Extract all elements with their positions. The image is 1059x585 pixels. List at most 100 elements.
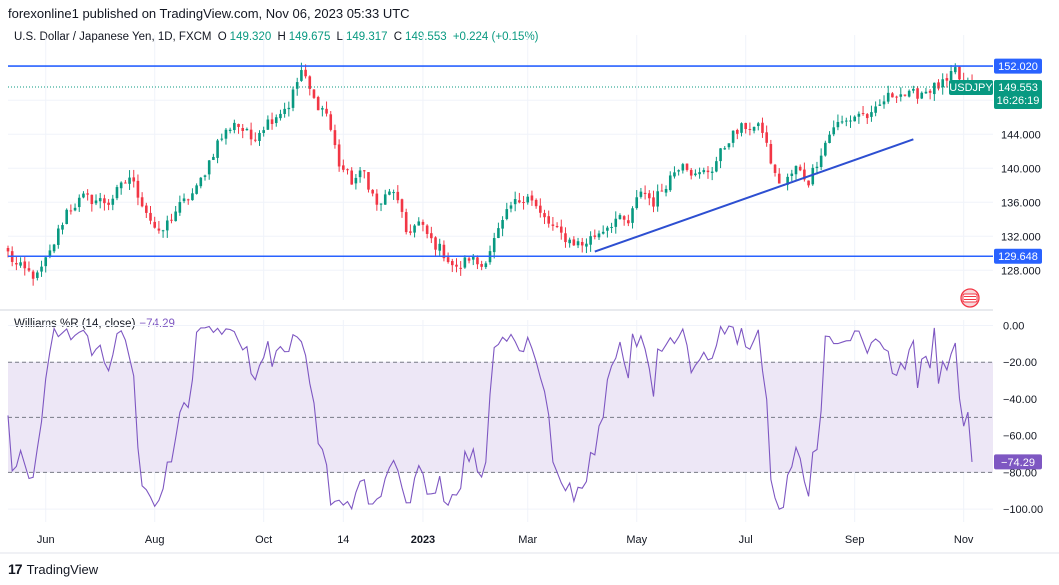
- candle-body: [409, 231, 412, 233]
- candle-body: [237, 123, 240, 127]
- candle-body: [895, 96, 898, 98]
- candle-body: [744, 122, 748, 130]
- candle-body: [212, 156, 215, 160]
- price-axis[interactable]: 128.000132.000136.000140.000144.000148.0…: [1001, 95, 1041, 277]
- candle-body: [786, 176, 789, 185]
- candle-body: [941, 79, 945, 88]
- candle-body: [61, 225, 64, 230]
- candle-body: [86, 193, 89, 195]
- candle-body: [547, 216, 551, 224]
- price-tick-label: 132.000: [1001, 231, 1041, 243]
- candle-body: [497, 228, 500, 239]
- candle-body: [279, 113, 282, 119]
- candle-body: [668, 175, 672, 191]
- candle-body: [476, 257, 479, 265]
- candle-body: [228, 129, 232, 131]
- hline-price-tag-bg: [994, 58, 1042, 74]
- williams-r-axis[interactable]: 0.00 −20.00 −40.00 −60.00 −80.00 −100.00: [1003, 321, 1043, 517]
- time-axis[interactable]: Jun Aug Oct 14 2023 Mar May Jul Sep Nov: [37, 534, 974, 546]
- price-tick-label: 144.000: [1001, 129, 1041, 141]
- tradingview-logo-icon: 17: [8, 561, 23, 577]
- candle-body: [484, 263, 488, 268]
- indicator-value: −74.29: [139, 318, 175, 330]
- candle-body: [186, 199, 190, 201]
- candle-body: [564, 233, 567, 243]
- candle-body: [513, 199, 517, 205]
- candle-body: [698, 172, 701, 175]
- williams-r-levels: [8, 361, 993, 473]
- candle-body: [153, 221, 157, 228]
- candle-body: [295, 82, 299, 89]
- wr-value-tag-bg: [994, 454, 1042, 470]
- candle-body: [455, 264, 458, 267]
- horizontal-lines[interactable]: [8, 65, 993, 258]
- candle-body: [685, 163, 689, 170]
- williams-r-pane[interactable]: [7, 324, 993, 511]
- candle-body: [94, 200, 98, 204]
- candle-body: [98, 198, 102, 202]
- candle-body: [119, 182, 123, 189]
- candle-body: [48, 250, 52, 257]
- candle-body: [124, 182, 127, 184]
- candle-body: [614, 218, 618, 227]
- candle-body: [555, 225, 559, 228]
- candle-body: [446, 257, 450, 262]
- candle-body: [253, 139, 257, 141]
- candle-body: [790, 173, 794, 176]
- candle-body: [73, 207, 77, 211]
- time-tick-label: 14: [337, 534, 349, 546]
- candle-body: [731, 130, 735, 143]
- candle-body: [631, 208, 634, 223]
- symbol-tag: USDJPY: [949, 82, 993, 94]
- candle-body: [36, 272, 39, 278]
- flag-icon[interactable]: [960, 288, 980, 308]
- candle-body: [673, 172, 676, 177]
- candle-body: [404, 212, 408, 233]
- candle-body: [304, 69, 307, 77]
- wr-tick-label: −100.00: [1003, 504, 1043, 516]
- indicator-legend[interactable]: Williams %R (14, close) −74.29: [14, 318, 175, 330]
- candle-body: [245, 128, 249, 131]
- candle-body: [853, 116, 856, 122]
- candle-body: [379, 203, 383, 205]
- candle-body: [723, 148, 727, 150]
- candle-body: [568, 239, 571, 244]
- price-pane[interactable]: [6, 62, 993, 286]
- candle-body: [501, 219, 504, 229]
- candle-body: [492, 238, 496, 253]
- candle-body: [417, 221, 421, 226]
- candle-body: [882, 101, 886, 105]
- candle-body: [450, 261, 454, 266]
- candle-body: [216, 140, 219, 158]
- candle-body: [115, 187, 119, 199]
- candle-body: [396, 191, 400, 201]
- high-label: H: [277, 31, 286, 43]
- candle-body: [559, 226, 563, 233]
- candle-body: [6, 248, 10, 252]
- candle-body: [52, 244, 56, 252]
- candle-body: [371, 189, 374, 194]
- candle-body: [459, 267, 462, 269]
- candle-body: [15, 263, 18, 265]
- trend-line[interactable]: [594, 138, 914, 253]
- candle-body: [421, 221, 425, 225]
- close-label: C: [393, 31, 403, 43]
- candle-body: [77, 197, 81, 208]
- wr-tick-label: −80.00: [1003, 467, 1037, 479]
- candle-body: [333, 130, 337, 146]
- candle-body: [824, 142, 827, 156]
- candle-body: [756, 123, 760, 127]
- symbol-title[interactable]: U.S. Dollar / Japanese Yen, 1D, FXCM: [14, 31, 212, 43]
- candle-body: [677, 170, 680, 172]
- close-value: 149.553: [405, 31, 447, 43]
- time-tick-label: May: [626, 534, 647, 546]
- candle-body: [534, 199, 538, 207]
- last-price-value: 149.553: [998, 82, 1038, 94]
- time-tick-label: 2023: [411, 534, 435, 546]
- candle-body: [467, 258, 471, 261]
- candle-body: [358, 170, 362, 178]
- candle-body: [199, 177, 203, 187]
- candle-body: [300, 70, 303, 81]
- wr-tick-label: −40.00: [1003, 394, 1037, 406]
